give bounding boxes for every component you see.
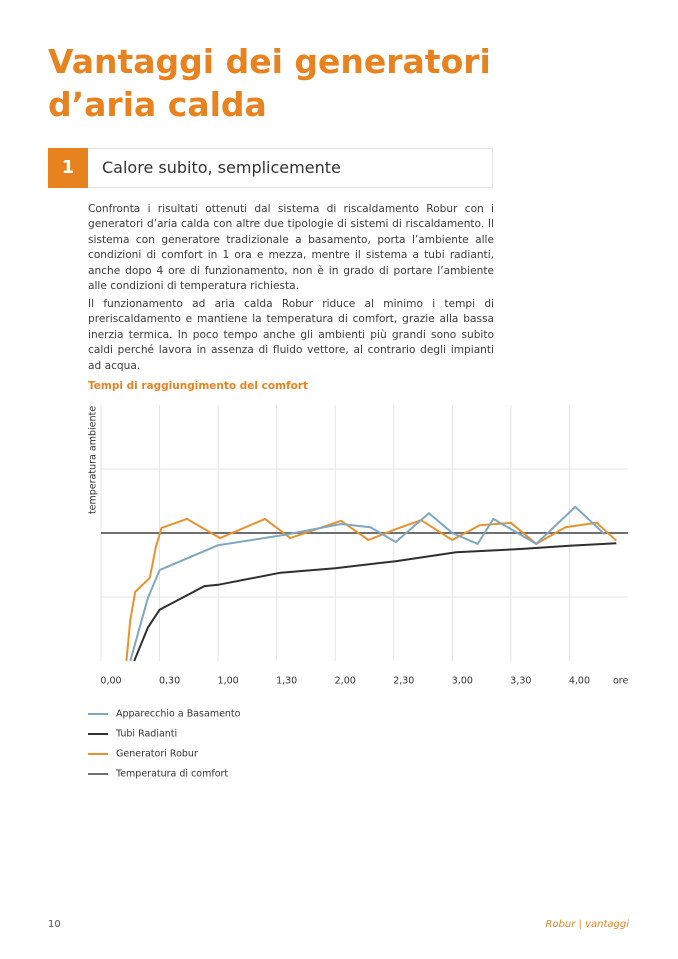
- title-line: d’aria calda: [48, 85, 267, 124]
- legend-label: Generatori Robur: [116, 749, 198, 760]
- x-tick-label: 1,30: [276, 676, 297, 687]
- section-title: Calore subito, semplicemente: [102, 158, 341, 177]
- section-header: 1 Calore subito, semplicemente: [48, 148, 493, 188]
- paragraph: Confronta i risultati ottenuti dal siste…: [88, 203, 494, 293]
- section-number: 1: [48, 148, 88, 188]
- footer-brand: Robur | vantaggi: [545, 919, 629, 930]
- chart-title: Tempi di raggiungimento del comfort: [88, 380, 308, 392]
- brand: Robur: [545, 919, 576, 930]
- x-tick-label: 3,00: [452, 676, 473, 687]
- x-tick-label: 1,00: [218, 676, 239, 687]
- series-line: [133, 542, 617, 662]
- paragraph: Il funzionamento ad aria calda Robur rid…: [88, 298, 494, 372]
- x-tick-label: 2,00: [335, 676, 356, 687]
- legend-label: Apparecchio a Basamento: [116, 709, 241, 720]
- legend-label: Temperatura di comfort: [115, 769, 228, 780]
- chart: Tempi di raggiungimento del comfort temp…: [88, 380, 629, 780]
- y-axis-label: temperatura ambiente: [88, 406, 99, 514]
- legend-label: Tubi Radianti: [115, 729, 177, 740]
- x-tick-label: 0,30: [159, 676, 180, 687]
- title-line: Vantaggi dei generatori: [48, 42, 491, 81]
- x-tick-label: 4,00: [569, 676, 590, 687]
- x-axis-label: ore: [613, 676, 629, 687]
- page-title: Vantaggi dei generatori d’aria calda: [48, 40, 491, 126]
- x-tick-label: 0,00: [100, 676, 121, 687]
- series-line: [125, 517, 617, 662]
- footer-section: vantaggi: [585, 919, 629, 930]
- series-line: [129, 505, 606, 662]
- x-tick-label: 3,30: [510, 676, 531, 687]
- page-number: 10: [48, 919, 61, 930]
- x-tick-label: 2,30: [393, 676, 414, 687]
